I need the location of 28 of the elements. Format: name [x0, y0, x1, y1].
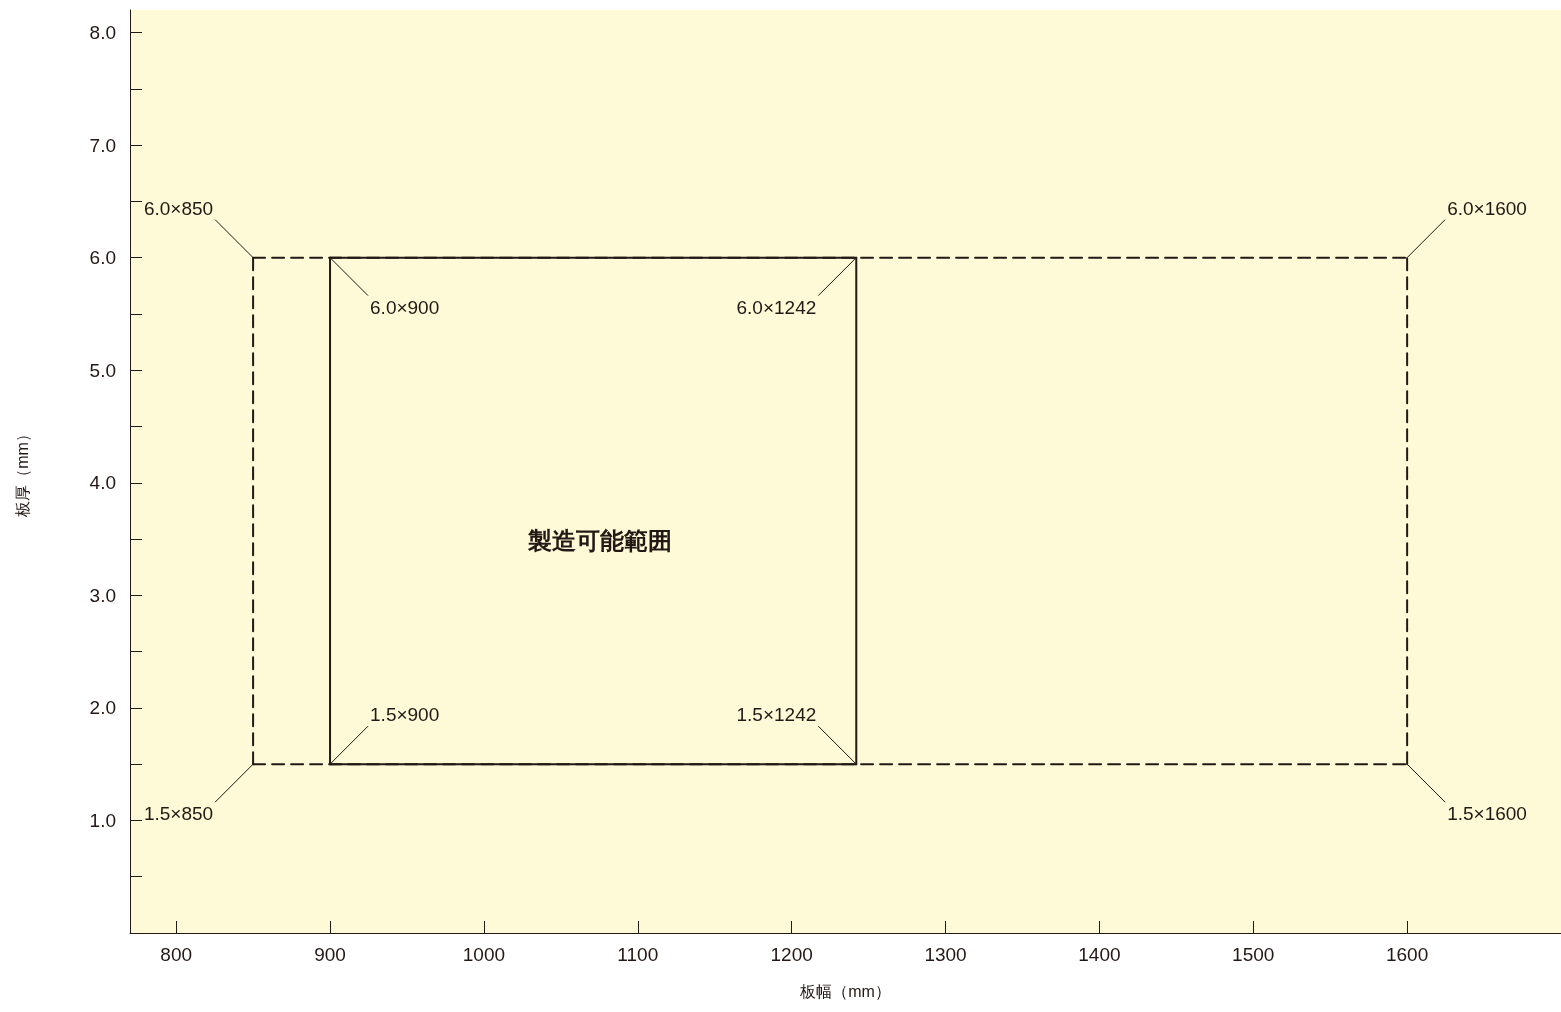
- x-tick-label: 800: [160, 944, 193, 965]
- annotation: 1.5×1242: [736, 704, 817, 726]
- x-tick-label: 1000: [462, 944, 506, 965]
- annotation: 1.5×1600: [1447, 803, 1527, 825]
- annotation: 6.0×850: [143, 197, 214, 219]
- x-tick-label: 1600: [1385, 944, 1429, 965]
- x-axis-title: 板幅（mm）: [799, 982, 891, 1000]
- y-tick-label: 7.0: [89, 134, 116, 156]
- annotation: 1.5×900: [370, 704, 440, 726]
- x-tick-label: 1300: [924, 944, 967, 965]
- annotation: 1.5×850: [143, 803, 214, 825]
- x-tick-label: 1100: [617, 944, 659, 965]
- x-tick-label: 1500: [1232, 944, 1275, 965]
- y-tick-label: 3.0: [89, 584, 116, 606]
- annotation: 6.0×1600: [1447, 197, 1527, 219]
- y-tick-label: 5.0: [89, 359, 116, 381]
- x-tick-label: 1400: [1078, 944, 1121, 965]
- annotation: 6.0×900: [370, 296, 440, 318]
- y-tick-label: 6.0: [89, 247, 116, 269]
- x-tick-label: 1200: [770, 944, 813, 965]
- annotation: 6.0×1242: [736, 296, 817, 318]
- y-tick-label: 2.0: [89, 697, 116, 719]
- y-axis-title: 板厚（mm）: [13, 426, 31, 518]
- y-tick-label: 1.0: [89, 809, 116, 831]
- y-tick-label: 8.0: [89, 22, 116, 44]
- annotation: 製造可能範囲: [527, 526, 672, 554]
- y-tick-label: 4.0: [89, 472, 116, 494]
- x-tick-label: 900: [314, 944, 346, 965]
